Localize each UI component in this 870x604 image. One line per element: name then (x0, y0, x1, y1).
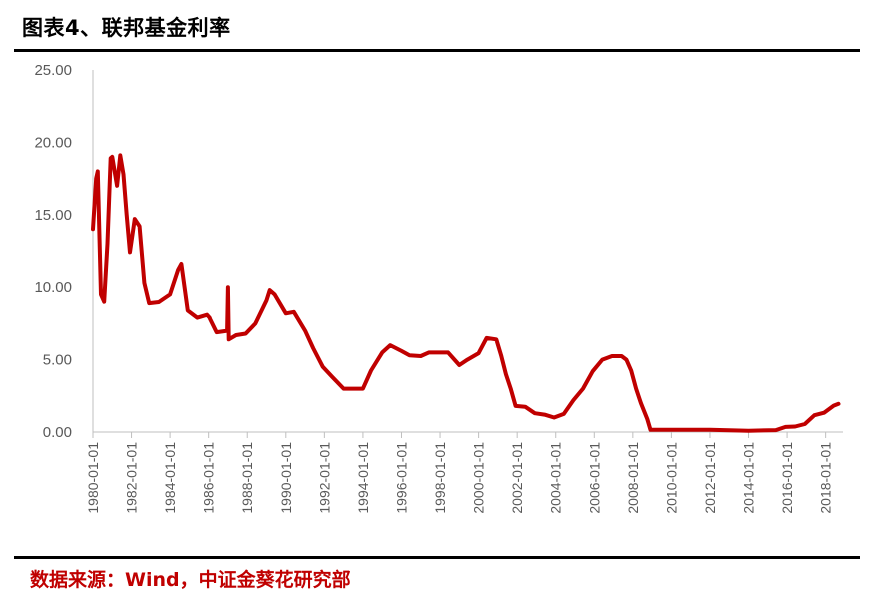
x-tick-label: 2002-01-01 (509, 442, 525, 514)
x-tick-label: 2000-01-01 (471, 442, 487, 514)
x-tick-label: 1996-01-01 (393, 442, 409, 514)
x-tick-label: 1986-01-01 (201, 442, 217, 514)
chart-title: 图表4、联邦基金利率 (22, 16, 231, 40)
y-tick-label: 5.00 (43, 352, 72, 369)
x-tick-label: 1992-01-01 (316, 442, 332, 514)
x-tick-label: 2018-01-01 (818, 442, 834, 514)
x-tick-label: 1988-01-01 (239, 442, 255, 514)
y-tick-label: 15.00 (34, 207, 72, 224)
x-tick-label: 2014-01-01 (741, 442, 757, 514)
x-tick-label: 1994-01-01 (355, 442, 371, 514)
x-tick-label: 2008-01-01 (625, 442, 641, 514)
x-tick-label: 2012-01-01 (702, 442, 718, 514)
top-rule (14, 49, 860, 52)
x-tick-label: 1990-01-01 (278, 442, 294, 514)
x-tick-label: 1982-01-01 (124, 442, 140, 514)
x-tick-label: 2016-01-01 (779, 442, 795, 514)
data-source-note: 数据来源：Wind，中证金葵花研究部 (30, 569, 351, 591)
x-tick-label: 1980-01-01 (85, 442, 101, 514)
x-tick-label: 2006-01-01 (586, 442, 602, 514)
x-tick-label: 1984-01-01 (162, 442, 178, 514)
x-tick-label: 1998-01-01 (432, 442, 448, 514)
fed-funds-rate-line (91, 153, 841, 433)
fed-funds-rate-chart: 25.00 20.00 15.00 10.00 5.00 0.00 1980-01-01 19… (34, 62, 843, 514)
x-tick-label: 2004-01-01 (548, 442, 564, 514)
y-tick-label: 25.00 (34, 62, 72, 79)
bottom-rule (14, 556, 860, 559)
y-tick-label: 0.00 (43, 424, 72, 441)
y-tick-label: 20.00 (34, 134, 72, 151)
x-tick-label: 2010-01-01 (663, 442, 679, 514)
y-tick-label: 10.00 (34, 279, 72, 296)
